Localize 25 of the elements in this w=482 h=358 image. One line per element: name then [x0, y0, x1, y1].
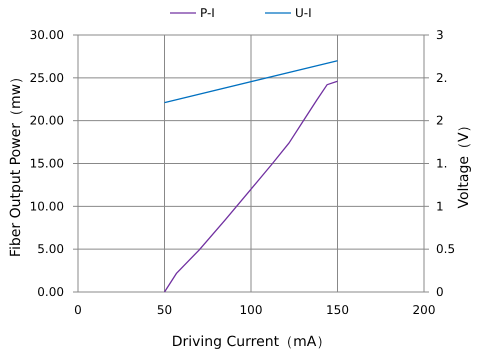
y2-tick-label: 2. [436, 70, 448, 85]
x-tick-label: 100 [240, 303, 262, 317]
y-tick-label: 20.00 [30, 114, 64, 128]
y-tick-label: 30.00 [30, 28, 64, 42]
x-tick-label: 200 [412, 303, 436, 317]
y2-tick-label: 1 [436, 199, 444, 214]
y-tick-label: 25.00 [30, 70, 64, 85]
y2-axis-title: Voltage（V） [456, 118, 472, 209]
y2-tick-label: 2 [436, 114, 444, 128]
x-axis-title: Driving Current（mA） [172, 334, 330, 350]
y-axis-title: Fiber Output Power（mw） [8, 70, 24, 258]
y2-tick-label: 3 [436, 28, 444, 42]
legend-label: U-I [295, 6, 312, 20]
x-tick-label: 150 [326, 303, 349, 317]
legend-label: P-I [200, 6, 215, 20]
x-tick-label: 0 [74, 303, 82, 317]
y-tick-label: 5.00 [37, 242, 64, 256]
y2-tick-label: 0 [436, 285, 444, 299]
y-tick-label: 15.00 [30, 156, 64, 170]
y2-tick-label: 1. [436, 156, 448, 170]
x-tick-label: 50 [156, 303, 172, 317]
y-tick-label: 0.00 [37, 285, 64, 299]
y-tick-label: 10.00 [30, 199, 64, 214]
line-series [164, 80, 338, 293]
y2-tick-label: 0.5 [436, 242, 456, 256]
